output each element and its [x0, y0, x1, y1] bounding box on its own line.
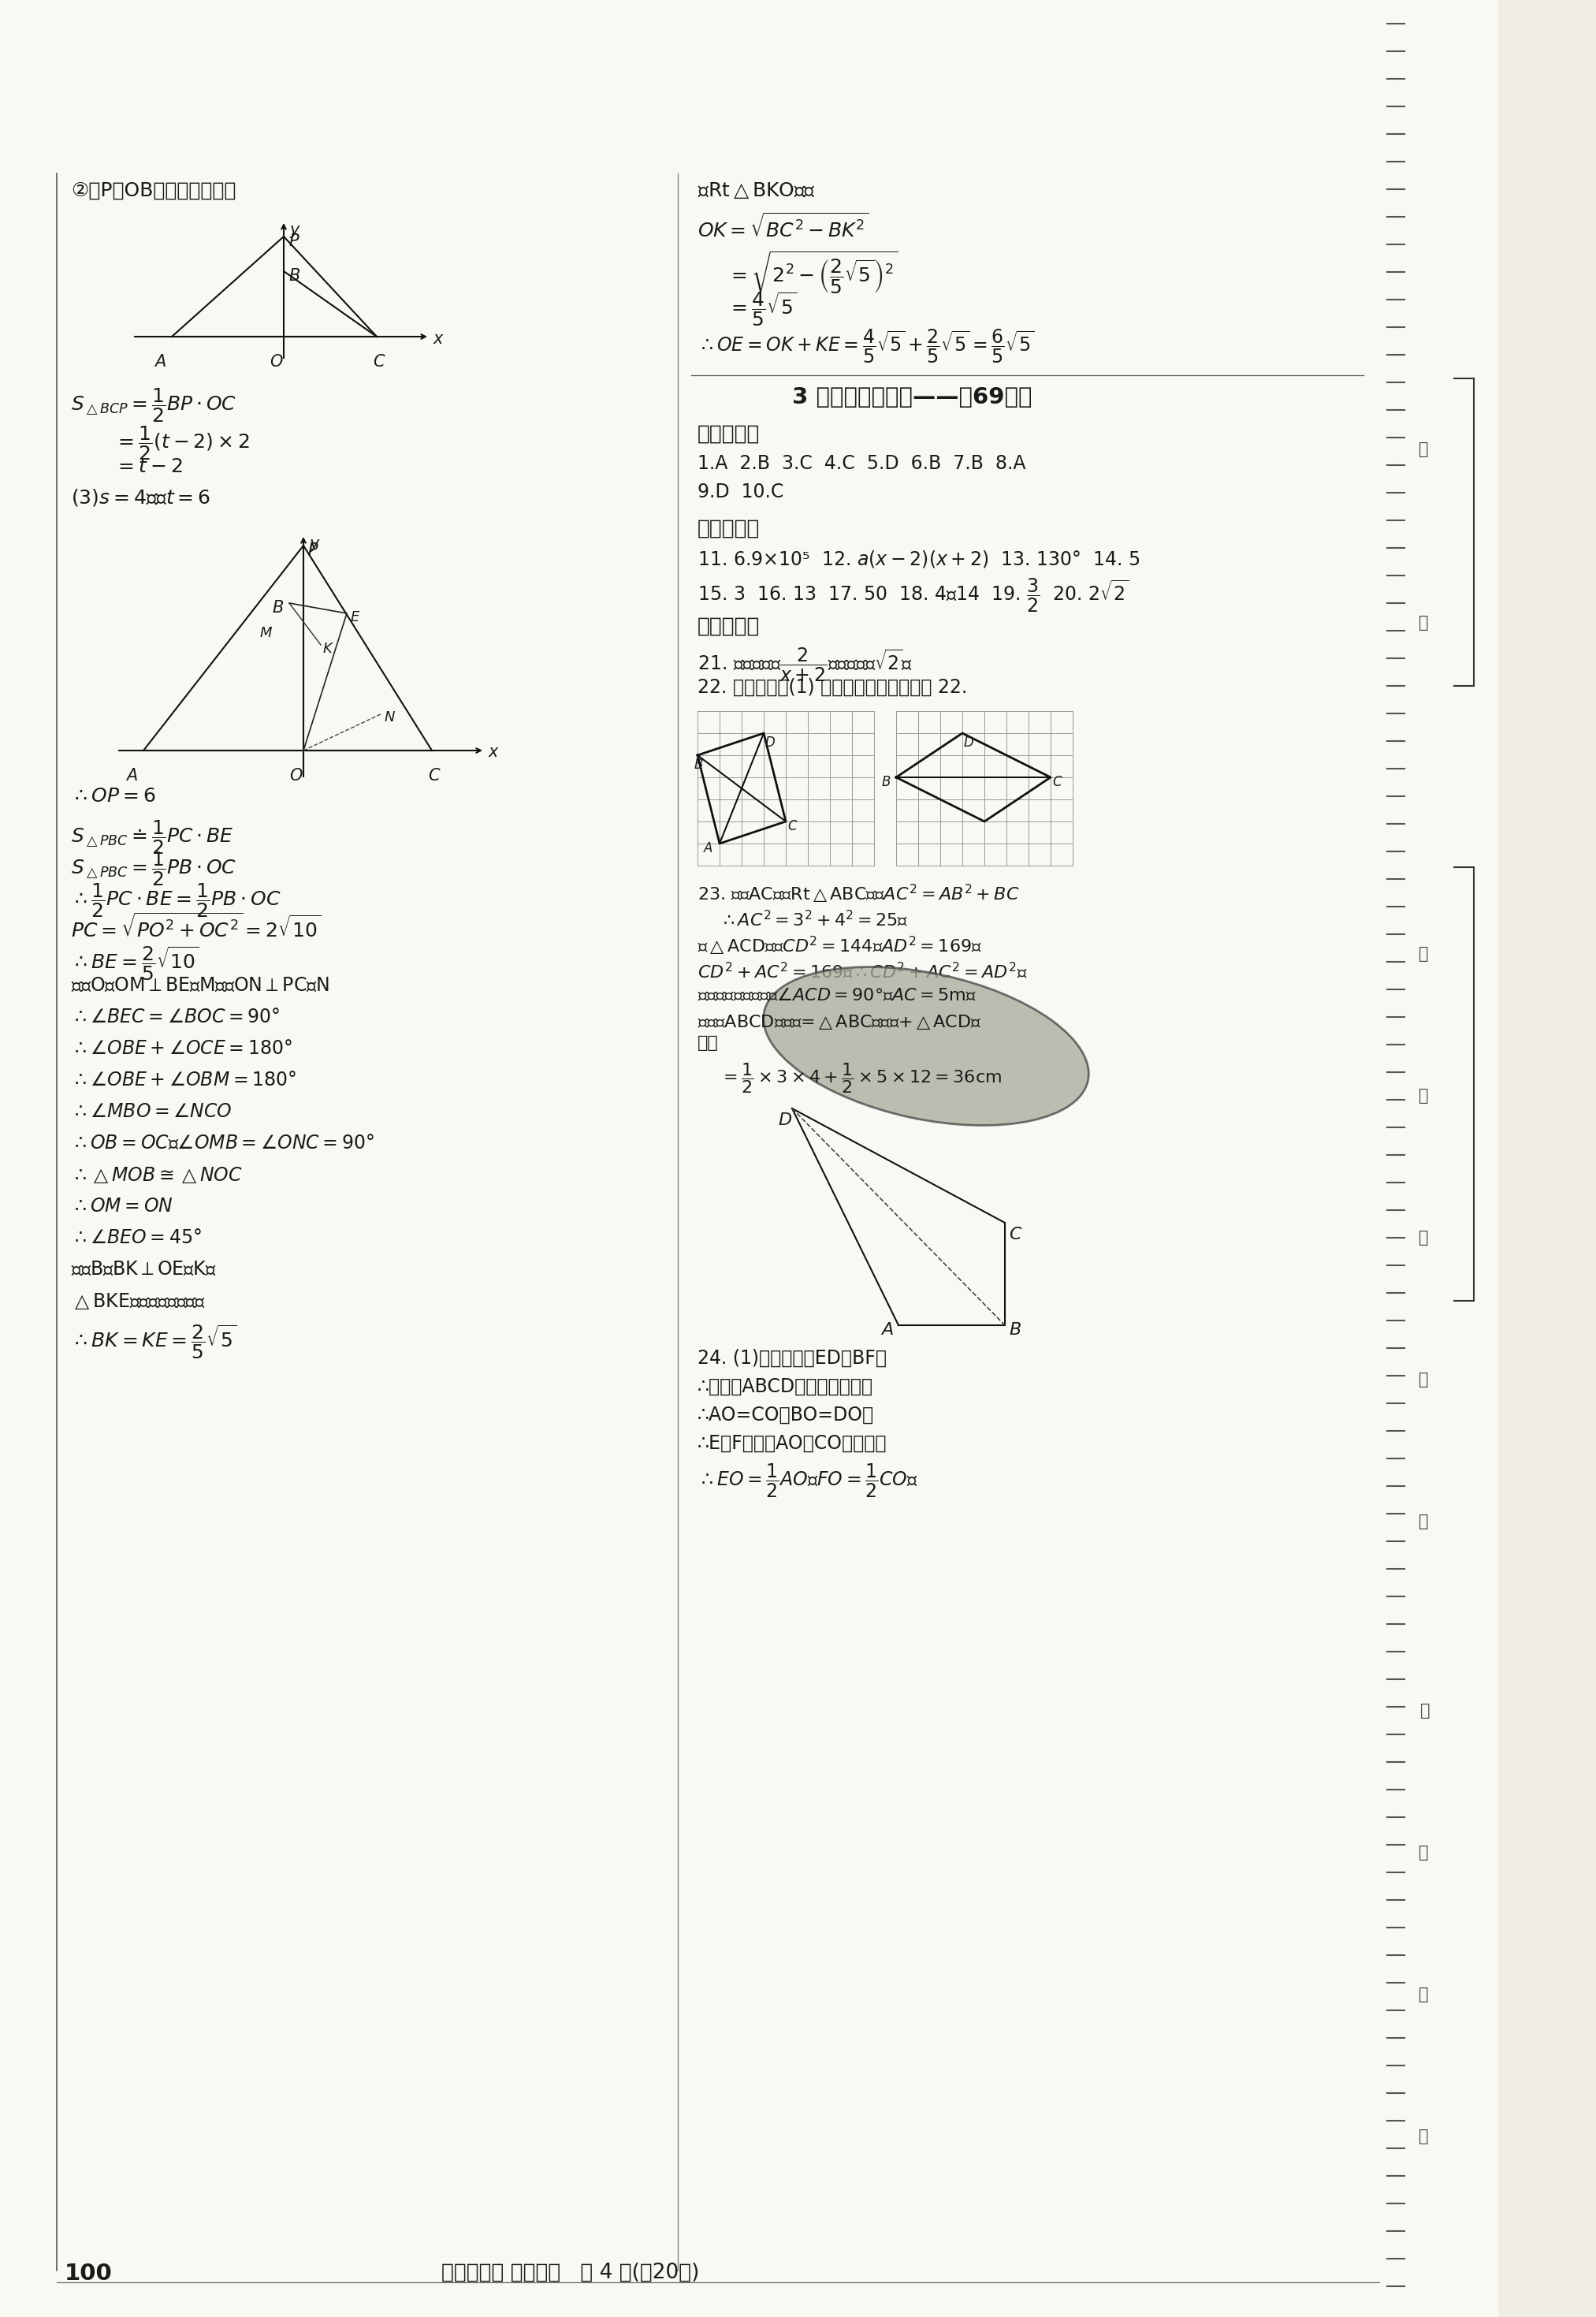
Text: $\triangle$BKE为等腰直角三角形: $\triangle$BKE为等腰直角三角形 — [70, 1291, 206, 1311]
Text: 订: 订 — [1419, 1089, 1428, 1103]
Text: 22. 如图所示：(1) 中平行四边形的面积为 22.: 22. 如图所示：(1) 中平行四边形的面积为 22. — [697, 679, 967, 697]
Text: ∴AO=CO，BO=DO，: ∴AO=CO，BO=DO， — [697, 1406, 875, 1425]
Text: $(3)s=4$时，$t=6$: $(3)s=4$时，$t=6$ — [70, 487, 211, 507]
Text: 23. 连接AC，在Rt$\triangle$ABC中，$AC^2=AB^2+BC$: 23. 连接AC，在Rt$\triangle$ABC中，$AC^2=AB^2+B… — [697, 883, 1020, 906]
Text: $\therefore OB=OC$，$\angle OMB=\angle ONC=90°$: $\therefore OB=OC$，$\angle OMB=\angle ON… — [70, 1133, 375, 1152]
Text: 过点O作OM$\perp$BE于M，作ON$\perp$PC于N: 过点O作OM$\perp$BE于M，作ON$\perp$PC于N — [70, 975, 329, 994]
Text: $CD^2+AC^2=169$，$\therefore CD^2+AC^2=AD^2$，: $CD^2+AC^2=169$，$\therefore CD^2+AC^2=AD… — [697, 962, 1028, 980]
Text: $PC=\sqrt{PO^2+OC^2}=2\sqrt{10}$: $PC=\sqrt{PO^2+OC^2}=2\sqrt{10}$ — [70, 913, 321, 941]
Text: $\therefore OM=ON$: $\therefore OM=ON$ — [70, 1198, 174, 1216]
Text: $\therefore OE=OK+KE=\dfrac{4}{5}\sqrt{5}+\dfrac{2}{5}\sqrt{5}=\dfrac{6}{5}\sqrt: $\therefore OE=OK+KE=\dfrac{4}{5}\sqrt{5… — [697, 329, 1034, 366]
Text: C: C — [1009, 1226, 1021, 1242]
Text: 订: 订 — [1419, 614, 1428, 630]
Text: 24. (1)证明：连接ED，BF，: 24. (1)证明：连接ED，BF， — [697, 1348, 887, 1367]
Text: $\therefore EO=\dfrac{1}{2}AO$，$FO=\dfrac{1}{2}CO$，: $\therefore EO=\dfrac{1}{2}AO$，$FO=\dfra… — [697, 1462, 918, 1499]
Text: $OK=\sqrt{BC^2-BK^2}$: $OK=\sqrt{BC^2-BK^2}$ — [697, 213, 870, 241]
Text: $\therefore \angle BEO=45°$: $\therefore \angle BEO=45°$ — [70, 1228, 201, 1247]
Text: B: B — [694, 758, 704, 772]
Text: $=\dfrac{1}{2}\times 3\times 4+\dfrac{1}{2}\times 5\times 12=36$cm: $=\dfrac{1}{2}\times 3\times 4+\dfrac{1}… — [720, 1061, 1002, 1096]
Text: K: K — [322, 642, 332, 656]
Text: $\therefore OP=6$: $\therefore OP=6$ — [70, 788, 156, 806]
Text: 在$\triangle$ACD中，$CD^2=144$，$AD^2=169$，: 在$\triangle$ACD中，$CD^2=144$，$AD^2=169$， — [697, 936, 982, 957]
Text: 线: 线 — [1419, 1230, 1428, 1247]
Text: 在Rt$\triangle$BKO中，: 在Rt$\triangle$BKO中， — [697, 181, 816, 199]
Text: y: y — [290, 222, 300, 239]
Text: O: O — [270, 355, 282, 371]
Text: B: B — [271, 600, 282, 616]
Text: 八年级数学 参考答案   第 4 页(共20页): 八年级数学 参考答案 第 4 页(共20页) — [442, 2264, 699, 2282]
Text: O: O — [289, 767, 302, 783]
Text: $S_{\triangle PBC}\doteq\dfrac{1}{2}PC\cdot BE$: $S_{\triangle PBC}\doteq\dfrac{1}{2}PC\c… — [70, 818, 233, 855]
Ellipse shape — [763, 966, 1088, 1126]
Text: 不: 不 — [1419, 1513, 1428, 1529]
Text: 三、解答题: 三、解答题 — [697, 616, 760, 637]
Text: $=\sqrt{2^2-\left(\dfrac{2}{5}\sqrt{5}\right)^2}$: $=\sqrt{2^2-\left(\dfrac{2}{5}\sqrt{5}\r… — [728, 250, 899, 294]
Text: $\therefore AC^2=3^2+4^2=25$，: $\therefore AC^2=3^2+4^2=25$， — [720, 908, 908, 929]
Text: A: A — [155, 355, 166, 371]
Text: B: B — [289, 269, 300, 283]
Text: B: B — [1009, 1323, 1021, 1337]
Text: C: C — [373, 355, 385, 371]
Text: $=\dfrac{4}{5}\sqrt{5}$: $=\dfrac{4}{5}\sqrt{5}$ — [728, 290, 796, 327]
Text: 线: 线 — [1420, 1703, 1430, 1719]
Text: 11. 6.9×10⁵  12. $a(x-2)(x+2)$  13. 130°  14. 5: 11. 6.9×10⁵ 12. $a(x-2)(x+2)$ 13. 130° 1… — [697, 549, 1140, 570]
Text: $S_{\triangle PBC}=\dfrac{1}{2}PB\cdot OC$: $S_{\triangle PBC}=\dfrac{1}{2}PB\cdot O… — [70, 850, 236, 887]
Text: 由勾股定理逆定理得$\angle ACD=90°$，$AC=5$m，: 由勾股定理逆定理得$\angle ACD=90°$，$AC=5$m， — [697, 987, 977, 1003]
Text: P: P — [308, 542, 318, 558]
Text: A: A — [881, 1323, 894, 1337]
Text: x: x — [488, 744, 498, 760]
Text: 要: 要 — [1419, 1844, 1428, 1861]
Text: ∴四边形ABCD为平行四边形，: ∴四边形ABCD为平行四边形， — [697, 1376, 873, 1397]
Text: 装: 装 — [1419, 443, 1428, 456]
Text: $=t-2$: $=t-2$ — [115, 456, 182, 477]
Text: y: y — [310, 535, 319, 551]
Text: 四边形ABCD的面积=$\triangle$ABC的面积+$\triangle$ACD的: 四边形ABCD的面积=$\triangle$ABC的面积+$\triangle$… — [697, 1013, 982, 1031]
Text: 装: 装 — [1419, 945, 1428, 962]
Text: 答: 答 — [1419, 1986, 1428, 2002]
Text: D: D — [766, 734, 776, 751]
Text: 21. 化简结果：$\dfrac{2}{x+2}$，求值得：$\sqrt{2}$。: 21. 化简结果：$\dfrac{2}{x+2}$，求值得：$\sqrt{2}$… — [697, 646, 913, 684]
Text: 15. 3  16. 13  17. 50  18. 4或14  19. $\dfrac{3}{2}$  20. $2\sqrt{2}$: 15. 3 16. 13 17. 50 18. 4或14 19. $\dfrac… — [697, 577, 1128, 614]
Text: $\therefore \angle BEC=\angle BOC=90°$: $\therefore \angle BEC=\angle BOC=90°$ — [70, 1008, 279, 1026]
Text: $\therefore\dfrac{1}{2}PC\cdot BE=\dfrac{1}{2}PB\cdot OC$: $\therefore\dfrac{1}{2}PC\cdot BE=\dfrac… — [70, 880, 281, 920]
Text: E: E — [351, 609, 359, 623]
Text: 1.A  2.B  3.C  4.C  5.D  6.B  7.B  8.A: 1.A 2.B 3.C 4.C 5.D 6.B 7.B 8.A — [697, 454, 1026, 473]
Text: D: D — [777, 1112, 792, 1128]
Text: $\therefore \angle MBO=\angle NCO$: $\therefore \angle MBO=\angle NCO$ — [70, 1103, 231, 1121]
Text: $S_{\triangle BCP}=\dfrac{1}{2}BP\cdot OC$: $S_{\triangle BCP}=\dfrac{1}{2}BP\cdot O… — [70, 387, 236, 424]
Text: 过点B作BK$\perp$OE于K，: 过点B作BK$\perp$OE于K， — [70, 1260, 217, 1279]
Text: 题: 题 — [1419, 2129, 1428, 2143]
Text: $\therefore \angle OBE+\angle OBM=180°$: $\therefore \angle OBE+\angle OBM=180°$ — [70, 1070, 297, 1089]
Text: x: x — [434, 331, 444, 348]
Text: 内: 内 — [1419, 1372, 1428, 1388]
Text: 3 月份月考（三）——哈69中学: 3 月份月考（三）——哈69中学 — [792, 387, 1033, 408]
Text: 面积: 面积 — [697, 1036, 718, 1052]
Text: A: A — [126, 767, 137, 783]
Text: 二、填空题: 二、填空题 — [697, 519, 760, 540]
Text: A: A — [704, 841, 713, 855]
Text: P: P — [289, 234, 298, 250]
Text: ∴E，F分别为AO，CO上中点，: ∴E，F分别为AO，CO上中点， — [697, 1434, 887, 1453]
Text: C: C — [428, 767, 439, 783]
Text: $\therefore \triangle MOB\cong\triangle NOC$: $\therefore \triangle MOB\cong\triangle … — [70, 1165, 243, 1184]
Text: M: M — [260, 626, 273, 639]
Text: $\therefore \angle OBE+\angle OCE=180°$: $\therefore \angle OBE+\angle OCE=180°$ — [70, 1038, 292, 1059]
Text: C: C — [787, 820, 796, 834]
Text: 9.D  10.C: 9.D 10.C — [697, 482, 784, 500]
Text: 一、选择题: 一、选择题 — [697, 424, 760, 445]
Text: $\therefore BK=KE=\dfrac{2}{5}\sqrt{5}$: $\therefore BK=KE=\dfrac{2}{5}\sqrt{5}$ — [70, 1323, 236, 1360]
Text: N: N — [385, 711, 396, 725]
Text: D: D — [964, 734, 974, 751]
Text: 100: 100 — [64, 2264, 112, 2285]
Text: ②当P在OB的延长线上时，: ②当P在OB的延长线上时， — [70, 181, 236, 199]
Text: C: C — [1052, 774, 1061, 790]
Text: $\therefore BE=\dfrac{2}{5}\sqrt{10}$: $\therefore BE=\dfrac{2}{5}\sqrt{10}$ — [70, 945, 200, 982]
Text: B: B — [883, 774, 891, 790]
Text: $=\dfrac{1}{2}(t-2)\times 2$: $=\dfrac{1}{2}(t-2)\times 2$ — [115, 424, 249, 461]
